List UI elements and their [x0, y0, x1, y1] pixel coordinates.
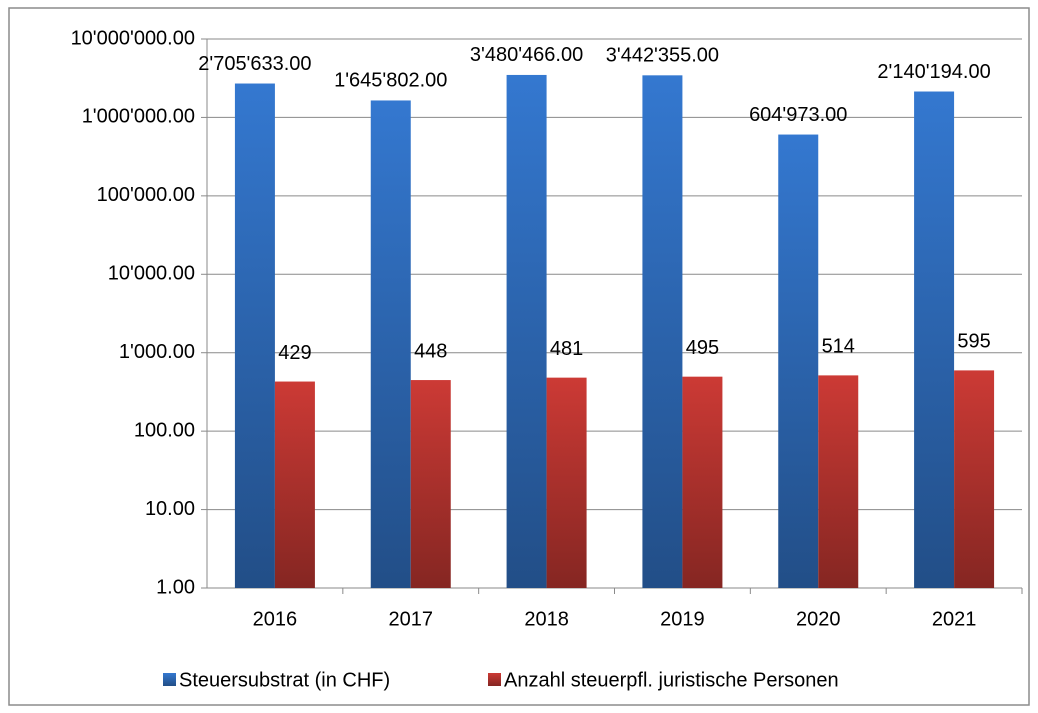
bar [818, 375, 859, 588]
x-tick-label: 2018 [524, 608, 569, 630]
bar [642, 75, 683, 589]
x-tick-label: 2017 [389, 608, 434, 630]
data-label: 1'645'802.00 [334, 70, 447, 92]
x-tick-label: 2019 [660, 608, 705, 630]
data-label: 2'705'633.00 [198, 53, 311, 75]
bar [410, 380, 451, 588]
bar [954, 370, 995, 588]
y-tick-label: 10'000'000.00 [71, 27, 195, 49]
legend-swatch [163, 673, 176, 686]
chart-border [8, 7, 1030, 706]
data-label: 448 [414, 340, 447, 362]
data-label: 595 [957, 331, 990, 353]
legend-label: Anzahl steuerpfl. juristische Personen [504, 669, 839, 691]
legend-label: Steuersubstrat (in CHF) [179, 669, 390, 691]
data-label: 2'140'194.00 [877, 61, 990, 83]
data-label: 3'480'466.00 [470, 44, 583, 66]
y-tick-label: 1'000.00 [119, 341, 195, 363]
bar [914, 91, 955, 589]
data-label: 3'442'355.00 [606, 45, 719, 67]
bar [234, 83, 275, 588]
bar [274, 381, 315, 588]
data-label: 495 [686, 337, 719, 359]
bar [682, 376, 723, 588]
bar [778, 134, 819, 589]
y-tick-label: 10.00 [145, 498, 195, 520]
legend-swatch [488, 673, 501, 686]
data-label: 604'973.00 [749, 104, 847, 126]
data-label: 429 [278, 342, 311, 364]
bar [506, 74, 547, 588]
y-tick-label: 1'000'000.00 [82, 106, 195, 128]
y-tick-label: 1.00 [156, 576, 195, 598]
x-tick-label: 2016 [253, 608, 298, 630]
data-label: 514 [822, 336, 855, 358]
x-tick-label: 2020 [796, 608, 841, 630]
y-tick-label: 10'000.00 [108, 263, 195, 285]
bar [370, 100, 411, 589]
y-tick-label: 100'000.00 [97, 184, 195, 206]
data-label: 481 [550, 338, 583, 360]
y-tick-label: 100.00 [134, 419, 195, 441]
bar [546, 377, 587, 588]
x-tick-label: 2021 [932, 608, 977, 630]
